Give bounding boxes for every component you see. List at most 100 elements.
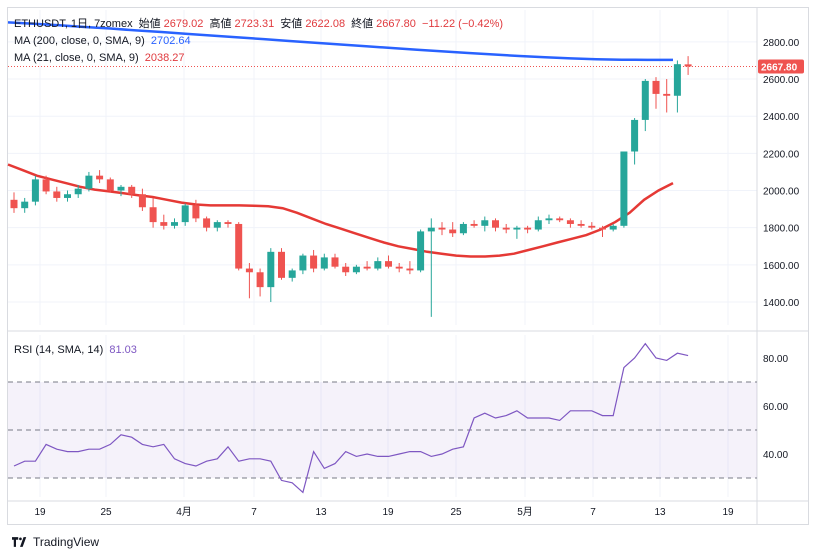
time-tick-label: 13	[315, 507, 327, 518]
ma21-label: MA (21, close, 0, SMA, 9)	[14, 52, 139, 64]
price-tick-label: 2800.00	[763, 38, 800, 49]
time-tick-label: 7	[251, 507, 257, 518]
rsi-tick-label: 60.00	[763, 402, 788, 413]
time-axis: 19 25 4月 7 13 19 25 5月 7 13 19	[34, 506, 734, 518]
candle-body	[224, 222, 232, 224]
candle-body	[320, 257, 328, 269]
candle-body	[299, 255, 307, 271]
candle-body	[235, 223, 243, 269]
candle-body	[417, 231, 425, 271]
candle-body	[652, 80, 660, 94]
candle-body	[374, 261, 382, 269]
price-tick-label: 2600.00	[763, 75, 800, 86]
candle-body	[609, 225, 617, 230]
candle-body	[138, 194, 146, 208]
ohlc-legend: ETHUSDT, 1日, 7zomex 始値 2679.02 高値 2723.31 …	[14, 15, 506, 31]
candle-body	[64, 194, 71, 198]
ma21-line	[7, 163, 674, 258]
open-label: 始値	[138, 18, 161, 30]
last-price-label: 2667.80	[761, 62, 798, 73]
price-tick-label: 2400.00	[763, 112, 800, 123]
ma200-label: MA (200, close, 0, SMA, 9)	[14, 35, 145, 47]
rsi-legend[interactable]: RSI (14, SMA, 14) 81.03	[14, 344, 140, 356]
candle-body	[267, 251, 275, 288]
candle-body	[181, 205, 189, 223]
candle-body	[459, 223, 467, 234]
candle-body	[534, 220, 542, 230]
candle-body	[577, 223, 585, 226]
candle-body	[427, 227, 435, 232]
candle-body	[449, 229, 457, 234]
rsi-value: 81.03	[109, 344, 137, 356]
candle-body	[21, 201, 29, 209]
rsi-label: RSI (14, SMA, 14)	[14, 344, 104, 356]
symbol-label[interactable]: ETHUSDT, 1日, 7zomex	[14, 18, 133, 30]
rsi-pane	[8, 381, 757, 479]
price-tick-label: 1600.00	[763, 261, 800, 272]
time-tick-label: 19	[722, 507, 734, 518]
candle-body	[53, 191, 61, 198]
candle-body	[684, 64, 692, 67]
price-tick-label: 2200.00	[763, 149, 800, 160]
candle-body	[96, 175, 104, 180]
high-value: 2723.31	[234, 18, 275, 30]
candle-body	[673, 64, 681, 96]
time-tick-label: 19	[382, 507, 394, 518]
candle-body	[149, 207, 157, 223]
candle-body	[192, 205, 200, 219]
candle-body	[470, 223, 478, 226]
high-label: 高値	[209, 18, 232, 30]
ma21-layer	[7, 65, 757, 258]
candle-body	[588, 225, 596, 228]
candle-body	[10, 199, 18, 209]
candle-body	[363, 266, 371, 269]
time-tick-label: 4月	[176, 506, 192, 518]
price-axis: 1400.00 1600.00 1800.00 2000.00 2200.00 2400.…	[758, 38, 804, 309]
rsi-layer	[13, 342, 689, 494]
last-price-tag	[758, 59, 804, 74]
ma200-line	[7, 21, 673, 62]
candle-body	[278, 251, 285, 278]
close-value: 2667.80	[376, 18, 416, 30]
candle-body	[31, 179, 39, 202]
ma200-legend[interactable]: MA (200, close, 0, SMA, 9) 2702.64	[14, 35, 194, 47]
candle-body	[85, 175, 93, 189]
candle-body	[74, 188, 82, 195]
candle-body	[631, 119, 639, 152]
candle-body	[106, 179, 114, 191]
price-grid	[8, 8, 809, 524]
time-tick-label: 25	[100, 507, 112, 518]
candle-body	[352, 266, 360, 273]
time-tick-label: 5月	[517, 506, 533, 518]
ma200-value: 2702.64	[150, 35, 191, 47]
candle-body	[481, 220, 489, 226]
footer-brand[interactable]: TradingView	[12, 535, 99, 549]
time-tick-label: 25	[450, 507, 462, 518]
candle-body	[492, 220, 499, 228]
candle-body	[599, 227, 606, 230]
candle-body	[331, 257, 339, 267]
candle-body	[566, 220, 574, 224]
ma21-legend[interactable]: MA (21, close, 0, SMA, 9) 2038.27	[14, 52, 188, 64]
price-tick-label: 1800.00	[763, 224, 800, 235]
candle-body	[395, 266, 403, 269]
candle-body	[171, 222, 178, 226]
time-tick-label: 13	[654, 507, 666, 518]
candle-body	[385, 261, 392, 267]
open-value: 2679.02	[163, 18, 204, 30]
ma21-value: 2038.27	[144, 52, 185, 64]
candle-body	[502, 227, 510, 230]
candle-body	[128, 186, 136, 195]
low-label: 安値	[280, 18, 303, 30]
candle-body	[406, 268, 414, 271]
candle-body	[256, 272, 264, 288]
time-tick-label: 7	[590, 507, 596, 518]
candle-body	[213, 222, 221, 228]
rsi-axis: 40.00 60.00 80.00	[763, 354, 788, 461]
candle-body	[545, 218, 553, 221]
chart-frame	[7, 7, 809, 525]
candle-body	[620, 151, 628, 226]
candle-body	[245, 268, 253, 273]
candle-body	[513, 227, 521, 230]
